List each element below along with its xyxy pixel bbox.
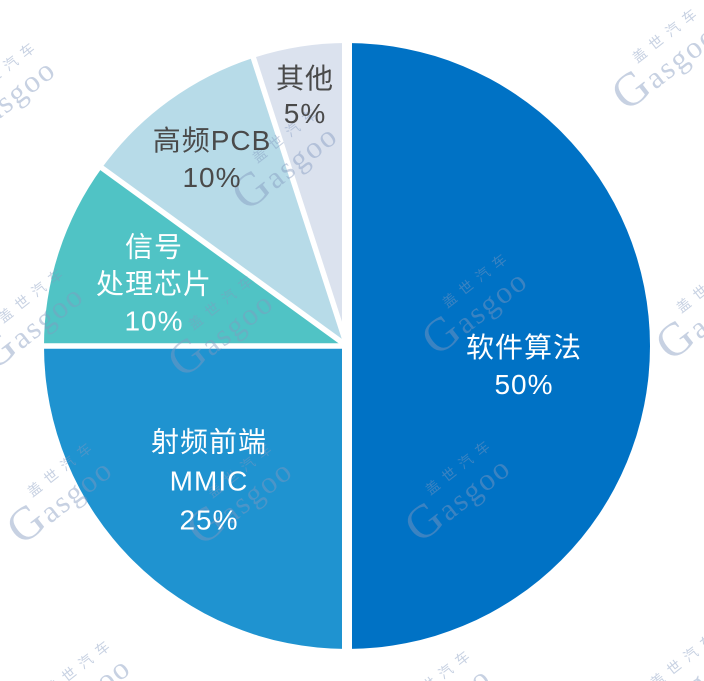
slice-label-line: 软件算法 (465, 332, 583, 363)
slice-label-high-frequency-pcb: 高频PCB 10% (153, 122, 272, 196)
slice-label-signal-processing-chip: 信号 处理芯片 10% (96, 229, 212, 340)
slice-label-line: 信号 (124, 231, 184, 263)
pie-slice-rf-frontend-mmic (44, 346, 347, 649)
slice-pct-label: 10% (124, 305, 184, 337)
slice-pct-label: 5% (283, 98, 327, 129)
slice-separator (92, 160, 349, 349)
slice-label-line: 其他 (275, 63, 335, 94)
slice-label-other: 其他 5% (276, 61, 334, 131)
slice-label-line: 射频前端 (150, 426, 268, 458)
pie-slice-high-frequency-pcb (101, 57, 347, 347)
slice-pct-label: 50% (494, 369, 554, 400)
pie-slice-signal-processing-chip (44, 167, 347, 346)
slice-label-line: 高频PCB (152, 125, 272, 156)
slice-separator (247, 48, 350, 347)
slice-label-line: 处理芯片 (95, 268, 213, 300)
slice-pct-label: 10% (182, 162, 242, 193)
pie-slice-software-algorithm (347, 43, 650, 649)
slice-label-line: MMIC (169, 465, 249, 497)
slice-label-rf-frontend-mmic: 射频前端 MMIC 25% (151, 423, 267, 540)
slice-label-software-algorithm: 软件算法 50% (466, 329, 582, 403)
slice-pct-label: 25% (179, 504, 239, 536)
